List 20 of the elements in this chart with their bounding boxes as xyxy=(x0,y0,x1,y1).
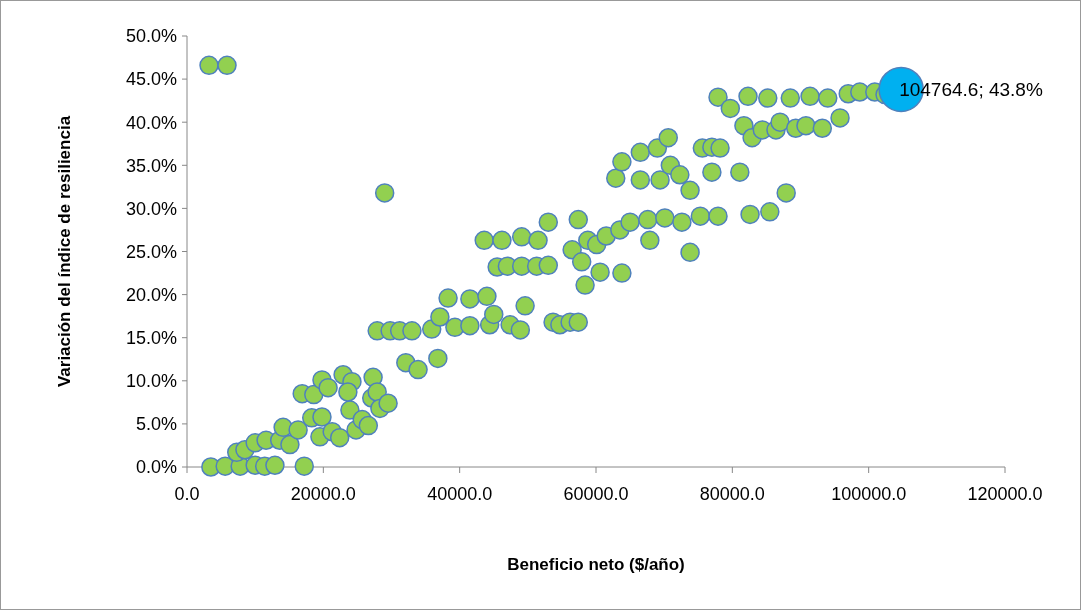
x-axis-title: Beneficio neto ($/año) xyxy=(507,555,685,574)
x-tick-label: 40000.0 xyxy=(427,484,493,504)
y-tick-label: 10.0% xyxy=(125,371,177,392)
x-tick-label: 80000.0 xyxy=(699,484,765,504)
y-tick-label: 5.0% xyxy=(135,414,177,435)
x-tick-label: 60000.0 xyxy=(563,484,629,504)
x-tick-label: 0.0 xyxy=(174,484,200,504)
y-tick-label: 50.0% xyxy=(125,26,177,47)
x-tick-label: 20000.0 xyxy=(290,484,356,504)
y-tick-label: 25.0% xyxy=(125,241,177,262)
x-tick-label: 100000.0 xyxy=(831,484,907,504)
y-tick-label: 15.0% xyxy=(125,328,177,348)
y-tick-label: 0.0% xyxy=(135,457,177,478)
y-tick-label: 30.0% xyxy=(125,198,177,219)
y-axis-title: Variación del índice de resiliencia xyxy=(55,115,74,388)
y-tick-label: 45.0% xyxy=(125,69,177,90)
x-tick-label: 120000.0 xyxy=(967,484,1043,504)
y-tick-label: 35.0% xyxy=(125,155,177,176)
y-tick-label: 20.0% xyxy=(125,284,177,305)
y-tick-label: 40.0% xyxy=(125,112,177,133)
